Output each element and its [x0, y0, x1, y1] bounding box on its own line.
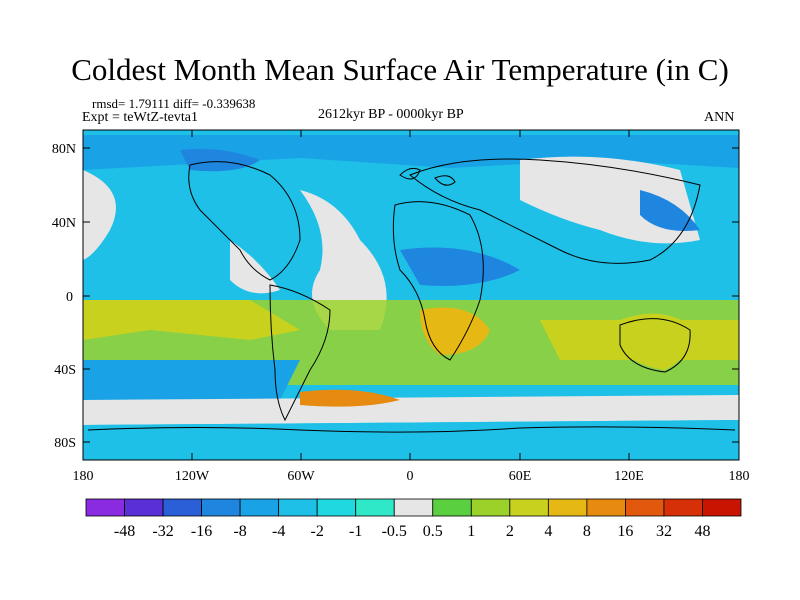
map-frame [82, 129, 740, 461]
colorbar-box [239, 498, 280, 517]
colorbar [85, 498, 742, 517]
lat-ticks [83, 147, 739, 443]
colorbar-label: -2 [311, 523, 324, 540]
lon-label-120e: 120E [614, 469, 644, 484]
colorbar-box [509, 498, 549, 517]
lon-label-180e: 180 [729, 469, 750, 484]
colorbar-label: 32 [656, 523, 672, 540]
colorbar-label: 48 [694, 523, 710, 540]
lon-label-120w: 120W [175, 469, 210, 484]
colorbar-label: -16 [191, 523, 212, 540]
coastlines [87, 158, 736, 433]
lon-ticks [191, 130, 630, 460]
lat-label-0: 0 [66, 290, 73, 305]
colorbar-box [625, 498, 665, 517]
colorbar-box [316, 498, 357, 517]
map-title: Coldest Month Mean Surface Air Temperatu… [71, 52, 729, 87]
colorbar-box [702, 498, 742, 517]
colorbar-label: 2 [506, 523, 514, 540]
colorbar-label: -8 [233, 523, 246, 540]
lon-label-60e: 60E [509, 469, 532, 484]
colorbar-label: 0.5 [423, 523, 443, 540]
lat-label-80s: 80S [54, 436, 76, 451]
colorbar-box [432, 498, 472, 517]
colorbar-box [162, 498, 202, 517]
experiment-label: Expt = teWtZ-tevta1 [82, 110, 198, 125]
lat-label-40s: 40S [54, 363, 76, 378]
colorbar-label: -4 [272, 523, 285, 540]
colorbar-box [547, 498, 588, 517]
colorbar-label: -48 [114, 523, 135, 540]
lat-label-40n: 40N [52, 216, 76, 231]
temperature-field [83, 130, 739, 460]
colorbar-label: 4 [544, 523, 552, 540]
colorbar-label: -0.5 [382, 523, 407, 540]
colorbar-box [393, 498, 434, 517]
colorbar-label: 16 [617, 523, 633, 540]
colorbar-box [124, 498, 164, 517]
lon-label-0: 0 [407, 469, 414, 484]
colorbar-box [85, 498, 125, 517]
colorbar-box [201, 498, 241, 517]
season-label: ANN [704, 110, 735, 125]
colorbar-box [355, 498, 395, 517]
period-label: 2612kyr BP - 0000kyr BP [318, 107, 464, 122]
colorbar-box [278, 498, 318, 517]
colorbar-box [663, 498, 703, 517]
lon-label-60w: 60W [287, 469, 315, 484]
colorbar-label: -32 [152, 523, 173, 540]
lat-label-80n: 80N [52, 142, 76, 157]
colorbar-label: 8 [583, 523, 591, 540]
stats-text: rmsd= 1.79111 diff= -0.339638 [92, 96, 256, 111]
lon-label-180w: 180 [73, 469, 94, 484]
colorbar-box [586, 498, 626, 517]
colorbar-label: -1 [349, 523, 362, 540]
colorbar-box [470, 498, 511, 517]
colorbar-label: 1 [467, 523, 475, 540]
